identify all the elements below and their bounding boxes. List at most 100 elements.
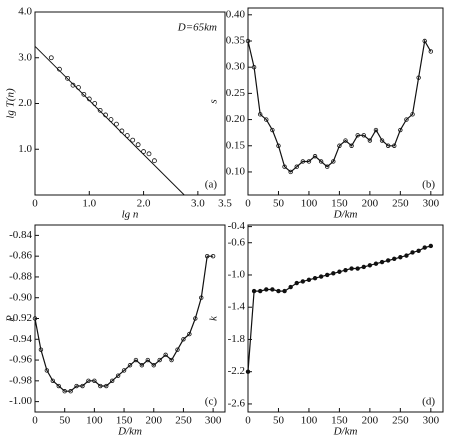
point [175, 347, 180, 352]
point [300, 279, 306, 284]
x-tick-label: 1.0 [82, 198, 96, 210]
y-axis-label: P [5, 315, 17, 323]
point [245, 369, 251, 374]
x-tick-label: 150 [331, 415, 348, 427]
x-tick-label: 200 [362, 198, 379, 210]
point [32, 316, 38, 321]
point [86, 96, 92, 102]
point [270, 127, 275, 133]
point [349, 143, 354, 148]
point [337, 269, 342, 274]
point [398, 255, 403, 260]
point [422, 38, 427, 44]
point [68, 389, 73, 394]
point [270, 287, 275, 292]
x-tick-label: 250 [392, 415, 409, 427]
x-tick-label: 300 [423, 198, 440, 210]
point [56, 383, 61, 389]
y-tick-label: -0.90 [9, 291, 32, 303]
y-tick-label: 4.0 [18, 6, 32, 18]
y-tick-label: -0.6 [228, 236, 246, 248]
x-tick-label: 50 [273, 198, 285, 210]
point [361, 133, 366, 138]
point [398, 127, 403, 133]
panel-label: (a) [205, 179, 218, 191]
y-tick-label: 1.0 [18, 143, 32, 155]
y-tick-label: -0.88 [9, 270, 32, 282]
point [410, 250, 415, 255]
y-tick-label: 0.35 [226, 35, 246, 47]
x-axis-label: D/km [333, 209, 358, 221]
y-tick-label: -0.98 [9, 374, 32, 386]
y-tick-label: -0.84 [9, 229, 32, 241]
point [157, 357, 162, 363]
point [141, 149, 146, 154]
point [193, 316, 198, 321]
y-axis-label: lg T(n) [5, 88, 17, 119]
point [204, 253, 210, 259]
y-tick-label: -0.94 [9, 333, 32, 345]
point [294, 164, 299, 169]
y-tick-label: -1.00 [9, 395, 32, 407]
point [70, 82, 76, 88]
point [251, 288, 257, 294]
point [416, 75, 421, 80]
y-tick-label: -1.4 [228, 301, 246, 313]
x-tick-label: 50 [59, 415, 71, 427]
point [422, 245, 427, 250]
point [282, 288, 287, 294]
y-tick-label: -0.86 [9, 250, 32, 262]
point [355, 266, 360, 271]
point [343, 267, 348, 273]
point [135, 142, 141, 148]
point [130, 137, 136, 143]
x-tick-label: 3.0 [191, 198, 205, 210]
point [379, 138, 385, 143]
x-tick-label: 0 [32, 415, 38, 427]
point [133, 357, 139, 363]
point [349, 266, 354, 271]
point [361, 264, 366, 270]
point [124, 133, 130, 138]
x-tick-label: 150 [116, 415, 133, 427]
point [257, 112, 263, 117]
x-tick-label: 200 [146, 415, 163, 427]
point [325, 164, 330, 169]
x-axis-label: D/km [117, 426, 142, 438]
point [404, 253, 409, 258]
point [300, 159, 306, 164]
point [92, 378, 97, 384]
point [428, 49, 434, 54]
point [428, 243, 434, 249]
point [210, 253, 216, 259]
point [92, 101, 98, 106]
point [245, 38, 251, 44]
point [416, 248, 421, 253]
point [276, 288, 281, 294]
plot-frame [247, 224, 444, 413]
point [385, 143, 391, 148]
point [181, 337, 186, 342]
point [103, 112, 108, 118]
point [251, 64, 257, 70]
x-tick-label: 2.0 [137, 198, 151, 210]
y-tick-label: -0.92 [9, 312, 32, 324]
y-tick-label: -0.4 [228, 220, 246, 232]
y-tick-label: -1.0 [228, 269, 246, 281]
point [264, 287, 269, 292]
point [264, 117, 269, 122]
point [373, 261, 379, 266]
y-tick-label: -2.2 [228, 365, 245, 377]
point [169, 357, 174, 363]
point [81, 91, 87, 97]
point [325, 272, 330, 278]
point [343, 138, 348, 143]
point [392, 256, 397, 262]
point [373, 127, 379, 133]
point [337, 143, 342, 148]
x-tick-label: 3.5 [218, 198, 232, 210]
point [312, 154, 318, 159]
point [355, 133, 360, 138]
point [119, 128, 125, 134]
